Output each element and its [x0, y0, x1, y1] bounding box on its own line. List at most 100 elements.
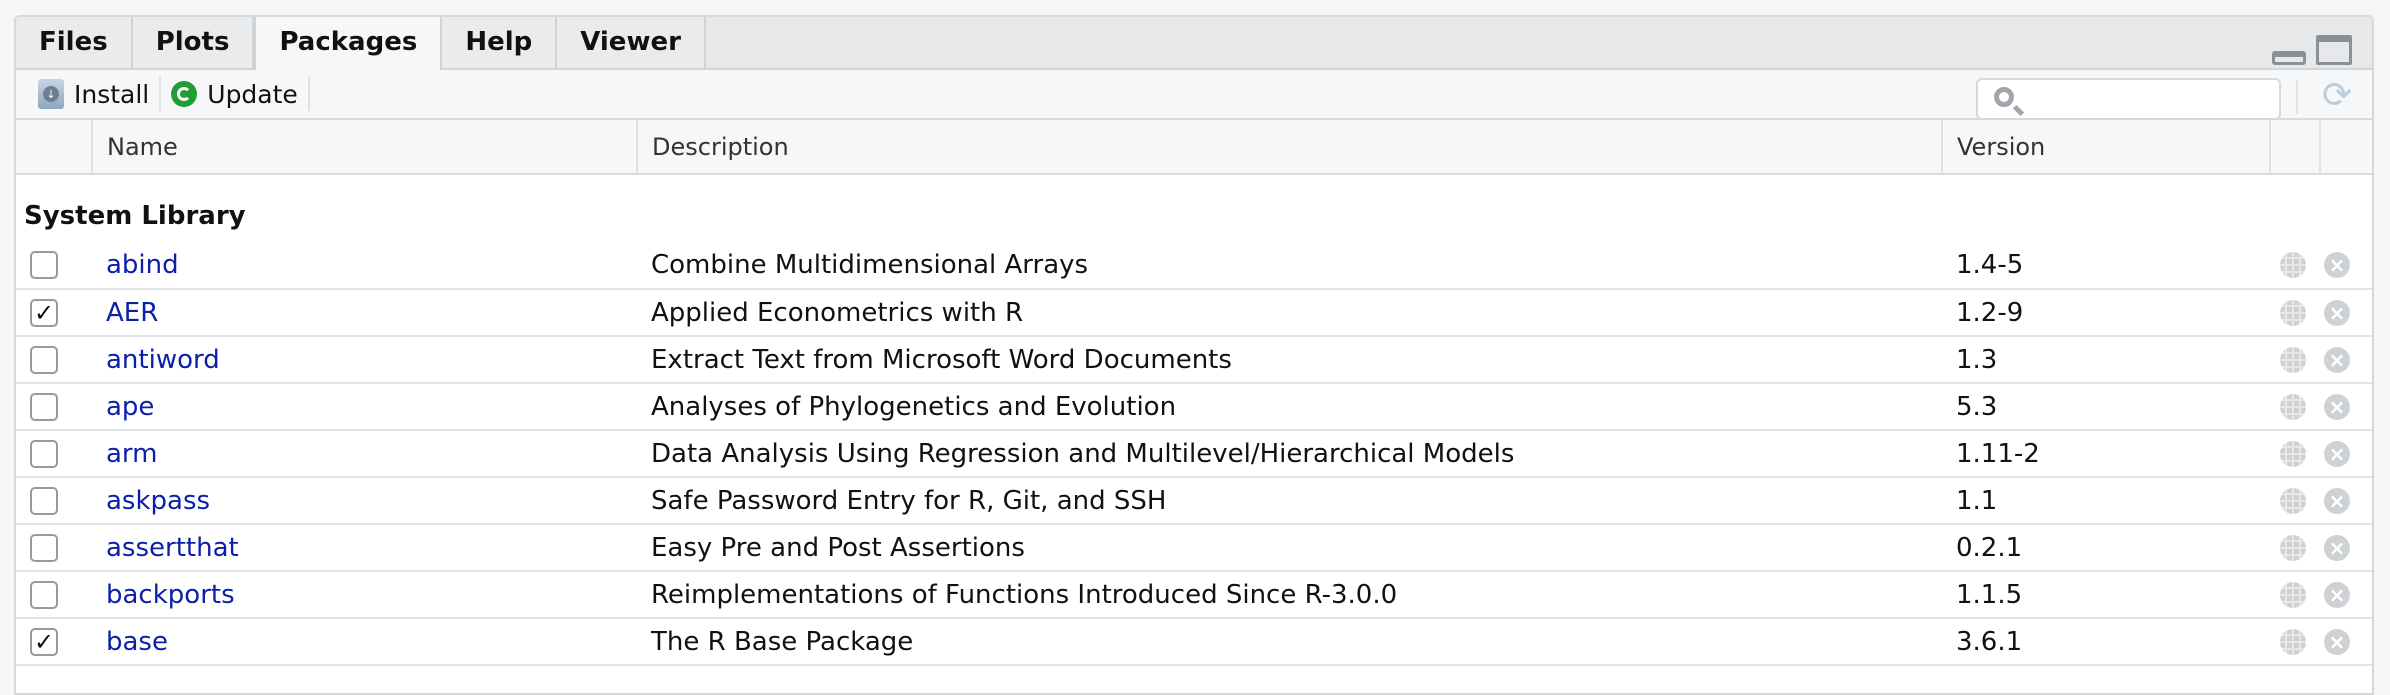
package-link[interactable]: assertthat — [106, 532, 239, 563]
remove-package-icon[interactable]: × — [2324, 534, 2350, 561]
table-row: antiword Extract Text from Microsoft Wor… — [16, 336, 2372, 384]
row-checkbox-cell — [16, 383, 92, 431]
version-cell: 1.2-9 — [1942, 289, 2270, 337]
remove-cell: × — [2320, 336, 2372, 384]
table-row: ape Analyses of Phylogenetics and Evolut… — [16, 383, 2372, 431]
browse-column-header — [2270, 120, 2321, 175]
checkbox-column-header — [16, 120, 93, 175]
load-package-checkbox[interactable] — [30, 392, 58, 421]
load-package-checkbox[interactable]: ✓ — [30, 298, 58, 327]
install-label: Install — [74, 79, 150, 109]
name-cell: abind — [92, 242, 637, 290]
remove-cell: × — [2320, 477, 2372, 525]
remove-package-icon[interactable]: × — [2324, 628, 2350, 655]
tab-files[interactable]: Files — [16, 17, 133, 68]
remove-cell: × — [2320, 571, 2372, 619]
row-checkbox-cell — [16, 524, 92, 572]
version-cell: 0.2.1 — [1942, 524, 2270, 572]
version-cell: 1.1 — [1942, 477, 2270, 525]
packages-table: Name Description Version System Library … — [16, 120, 2372, 666]
globe-icon[interactable] — [2280, 393, 2306, 420]
package-link[interactable]: arm — [106, 438, 158, 469]
globe-icon[interactable] — [2280, 487, 2306, 514]
minimize-pane-icon[interactable] — [2272, 51, 2306, 65]
load-package-checkbox[interactable] — [30, 486, 58, 515]
table-row: ✓ AER Applied Econometrics with R 1.2-9 … — [16, 289, 2372, 337]
load-package-checkbox[interactable] — [30, 533, 58, 562]
toolbar-divider — [2296, 80, 2298, 114]
load-package-checkbox[interactable] — [30, 251, 58, 279]
toolbar-divider — [307, 77, 310, 111]
package-link[interactable]: backports — [106, 579, 235, 610]
version-cell: 1.1.5 — [1942, 571, 2270, 619]
package-link[interactable]: antiword — [106, 344, 220, 375]
globe-icon[interactable] — [2280, 299, 2306, 326]
name-cell: base — [92, 618, 637, 666]
remove-cell: × — [2320, 430, 2372, 478]
row-checkbox-cell: ✓ — [16, 618, 92, 666]
package-link[interactable]: askpass — [106, 485, 211, 516]
tab-packages[interactable]: Packages — [254, 17, 443, 70]
tab-help[interactable]: Help — [442, 17, 558, 68]
remove-package-icon[interactable]: × — [2324, 487, 2350, 514]
toolbar-divider — [159, 77, 162, 111]
browse-cell — [2270, 289, 2320, 337]
browse-cell — [2270, 618, 2320, 666]
globe-icon[interactable] — [2280, 628, 2306, 655]
update-button[interactable]: Update — [161, 80, 308, 109]
row-checkbox-cell — [16, 242, 92, 290]
tab-plots[interactable]: Plots — [132, 17, 255, 68]
description-cell: The R Base Package — [637, 618, 1942, 666]
remove-package-icon[interactable]: × — [2324, 346, 2350, 373]
browse-cell — [2270, 477, 2320, 525]
remove-column-header — [2320, 120, 2372, 175]
package-link[interactable]: base — [106, 626, 168, 657]
version-cell: 3.6.1 — [1942, 618, 2270, 666]
remove-package-icon[interactable]: × — [2324, 440, 2350, 467]
globe-icon[interactable] — [2280, 581, 2306, 608]
load-package-checkbox[interactable] — [30, 580, 58, 609]
load-package-checkbox[interactable]: ✓ — [30, 627, 58, 656]
package-link[interactable]: ape — [106, 391, 155, 422]
search-input[interactable] — [1976, 78, 2281, 120]
description-column-header[interactable]: Description — [637, 120, 1943, 175]
toolbar: ↓ Install Update ⟳ — [16, 70, 2372, 120]
remove-cell: × — [2320, 289, 2372, 337]
remove-package-icon[interactable]: × — [2324, 299, 2350, 326]
name-cell: assertthat — [92, 524, 637, 572]
remove-package-icon[interactable]: × — [2324, 581, 2350, 608]
table-row: arm Data Analysis Using Regression and M… — [16, 430, 2372, 478]
globe-icon[interactable] — [2280, 534, 2306, 561]
description-cell: Data Analysis Using Regression and Multi… — [637, 430, 1942, 478]
load-package-checkbox[interactable] — [30, 439, 58, 468]
row-checkbox-cell — [16, 336, 92, 384]
name-column-header[interactable]: Name — [92, 120, 638, 175]
browse-cell — [2270, 336, 2320, 384]
tab-bar: Files Plots Packages Help Viewer — [16, 17, 2372, 70]
package-link[interactable]: AER — [106, 297, 159, 328]
refresh-icon[interactable]: ⟳ — [2322, 75, 2353, 116]
remove-package-icon[interactable]: × — [2324, 393, 2350, 420]
version-cell: 1.4-5 — [1942, 242, 2270, 290]
maximize-pane-icon[interactable] — [2316, 35, 2352, 65]
browse-cell — [2270, 383, 2320, 431]
load-package-checkbox[interactable] — [30, 345, 58, 374]
search-icon — [1994, 87, 2014, 107]
globe-icon[interactable] — [2280, 346, 2306, 373]
version-column-header[interactable]: Version — [1942, 120, 2271, 175]
install-button[interactable]: ↓ Install — [28, 79, 159, 109]
browse-cell — [2270, 242, 2320, 290]
globe-icon[interactable] — [2280, 440, 2306, 467]
name-cell: backports — [92, 571, 637, 619]
version-cell: 5.3 — [1942, 383, 2270, 431]
remove-cell: × — [2320, 618, 2372, 666]
globe-icon[interactable] — [2280, 252, 2306, 278]
package-link[interactable]: abind — [106, 250, 179, 280]
row-checkbox-cell — [16, 571, 92, 619]
description-cell: Analyses of Phylogenetics and Evolution — [637, 383, 1942, 431]
tab-viewer[interactable]: Viewer — [557, 17, 706, 68]
remove-cell: × — [2320, 383, 2372, 431]
remove-package-icon[interactable]: × — [2324, 252, 2350, 278]
table-row: ✓ base The R Base Package 3.6.1 × — [16, 618, 2372, 666]
name-cell: AER — [92, 289, 637, 337]
